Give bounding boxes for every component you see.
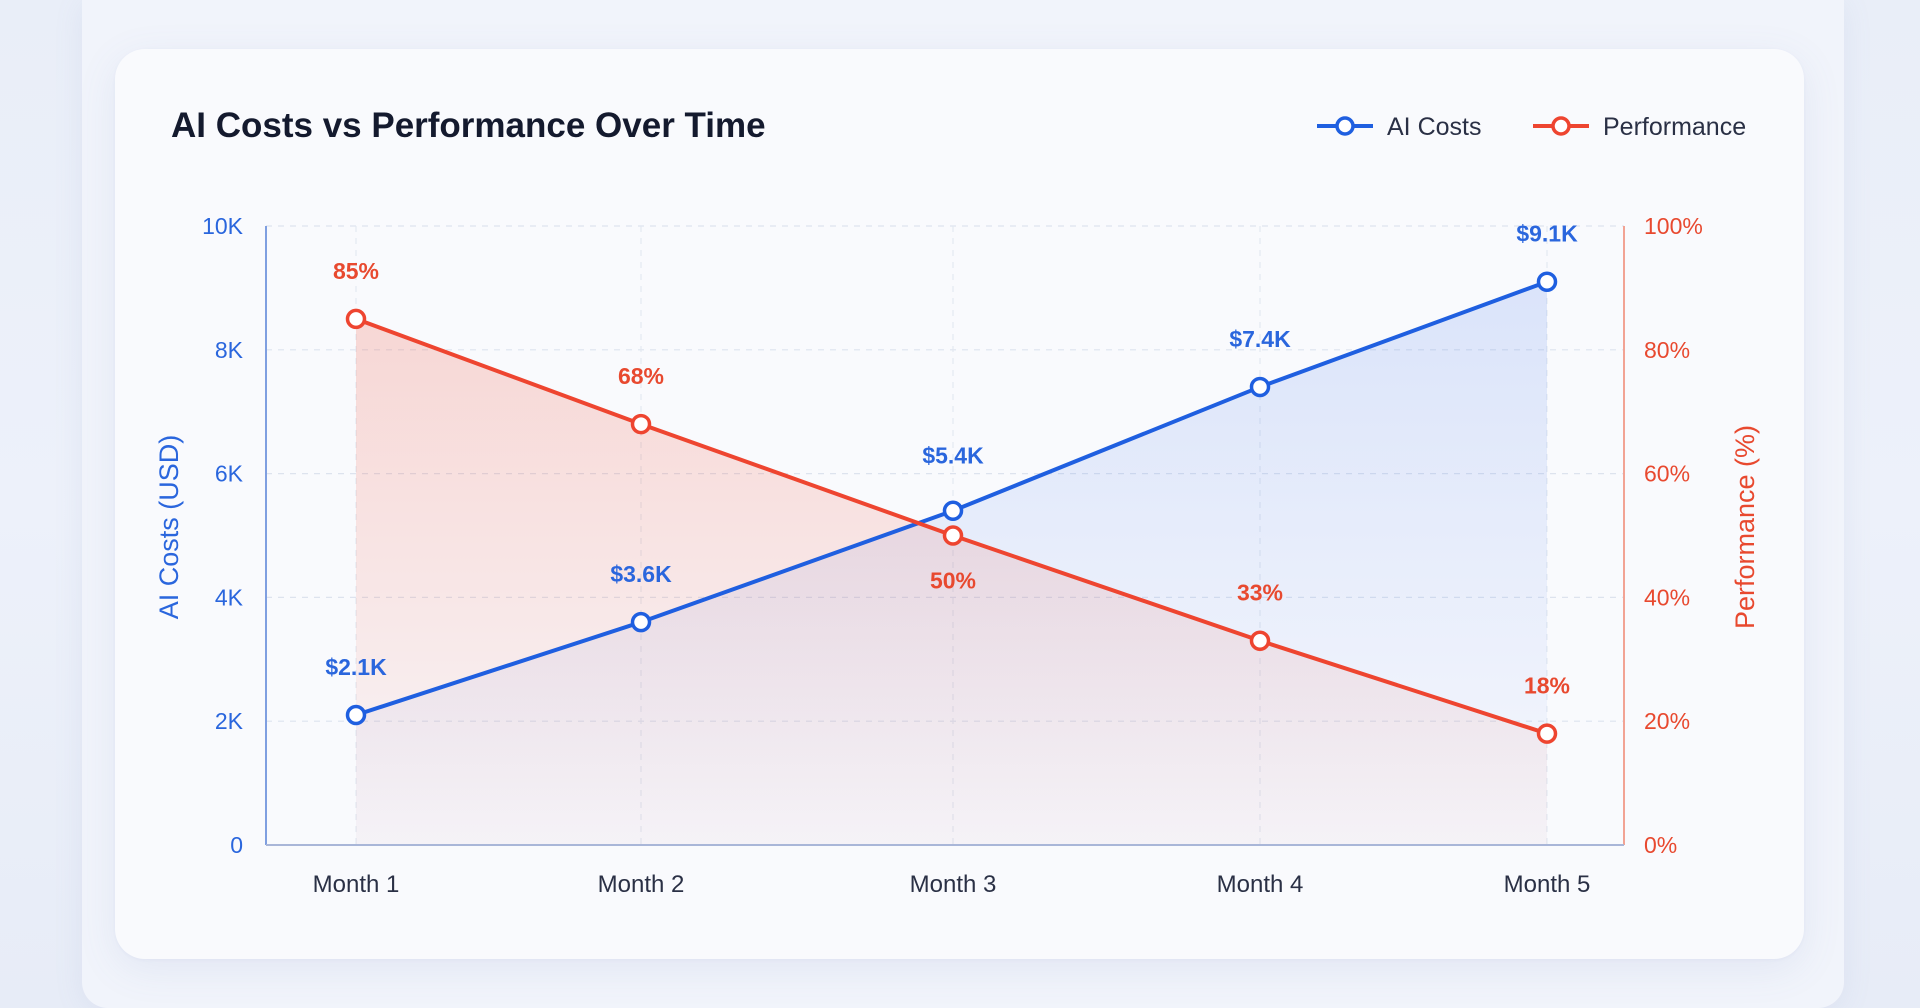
data-point-ai-costs[interactable] (942, 500, 964, 521)
area-fill-performance (356, 318, 1547, 846)
y-left-tick-label: 2K (215, 708, 244, 734)
y-right-tick-label: 40% (1644, 584, 1690, 610)
x-tick-label: Month 2 (598, 871, 685, 898)
data-label-ai-costs: $3.6K (610, 561, 672, 587)
legend-label-performance: Performance (1603, 113, 1746, 141)
data-label-performance: 18% (1524, 673, 1570, 699)
data-label-performance: 33% (1237, 580, 1283, 606)
data-label-ai-costs: $2.1K (325, 654, 387, 680)
data-point-performance[interactable] (1249, 630, 1271, 651)
x-tick-label: Month 5 (1504, 871, 1591, 898)
legend-item-ai-costs[interactable]: AI Costs (1317, 113, 1481, 141)
legend-marker-ai-costs (1335, 116, 1355, 136)
y-right-tick-label: 20% (1644, 708, 1690, 734)
data-labels: $2.1K $3.6K $5.4K $7.4K $9.1K 85% 68% 50% 33% 18% (325, 221, 1578, 699)
data-point-ai-costs[interactable] (1536, 271, 1558, 292)
y-right-tick-label: 100% (1644, 213, 1703, 239)
legend: AI Costs Performance (1317, 113, 1746, 141)
data-label-performance: 50% (930, 568, 976, 594)
data-point-performance[interactable] (345, 308, 367, 330)
series-points (345, 271, 1558, 744)
y-left-tick-label: 10K (202, 213, 244, 239)
chart-title: AI Costs vs Performance Over Time (171, 106, 766, 145)
data-point-performance[interactable] (1536, 723, 1558, 744)
data-point-performance[interactable] (630, 413, 652, 435)
data-point-ai-costs[interactable] (1249, 376, 1271, 398)
data-point-ai-costs[interactable] (630, 611, 652, 633)
y-right-tick-label: 0% (1644, 832, 1677, 858)
axes: 0 2K 4K 6K 8K 10K 0% 20% 40% 60% 80% 100% Month 1 Mon… (202, 213, 1703, 898)
data-point-ai-costs[interactable] (345, 704, 367, 726)
data-point-performance[interactable] (942, 525, 964, 546)
legend-label-ai-costs: AI Costs (1387, 113, 1481, 141)
x-tick-label: Month 4 (1217, 871, 1304, 898)
data-label-ai-costs: $9.1K (1516, 221, 1578, 247)
y-left-tick-label: 0 (230, 832, 243, 858)
y-left-tick-label: 8K (215, 337, 244, 363)
x-tick-label: Month 1 (313, 871, 400, 898)
area-fills (356, 281, 1547, 846)
y-left-tick-label: 4K (215, 584, 244, 610)
y-axis-left-title: AI Costs (USD) (154, 435, 184, 620)
data-label-ai-costs: $7.4K (1229, 326, 1291, 352)
legend-marker-performance (1551, 116, 1571, 136)
data-label-performance: 68% (618, 363, 664, 389)
x-tick-label: Month 3 (910, 871, 997, 898)
y-right-tick-label: 60% (1644, 461, 1690, 487)
legend-item-performance[interactable]: Performance (1533, 113, 1746, 141)
y-axis-right-title: Performance (%) (1730, 425, 1760, 629)
data-label-ai-costs: $5.4K (922, 443, 984, 469)
y-right-tick-label: 80% (1644, 337, 1690, 363)
y-left-tick-label: 6K (215, 461, 244, 487)
data-label-performance: 85% (333, 258, 379, 284)
